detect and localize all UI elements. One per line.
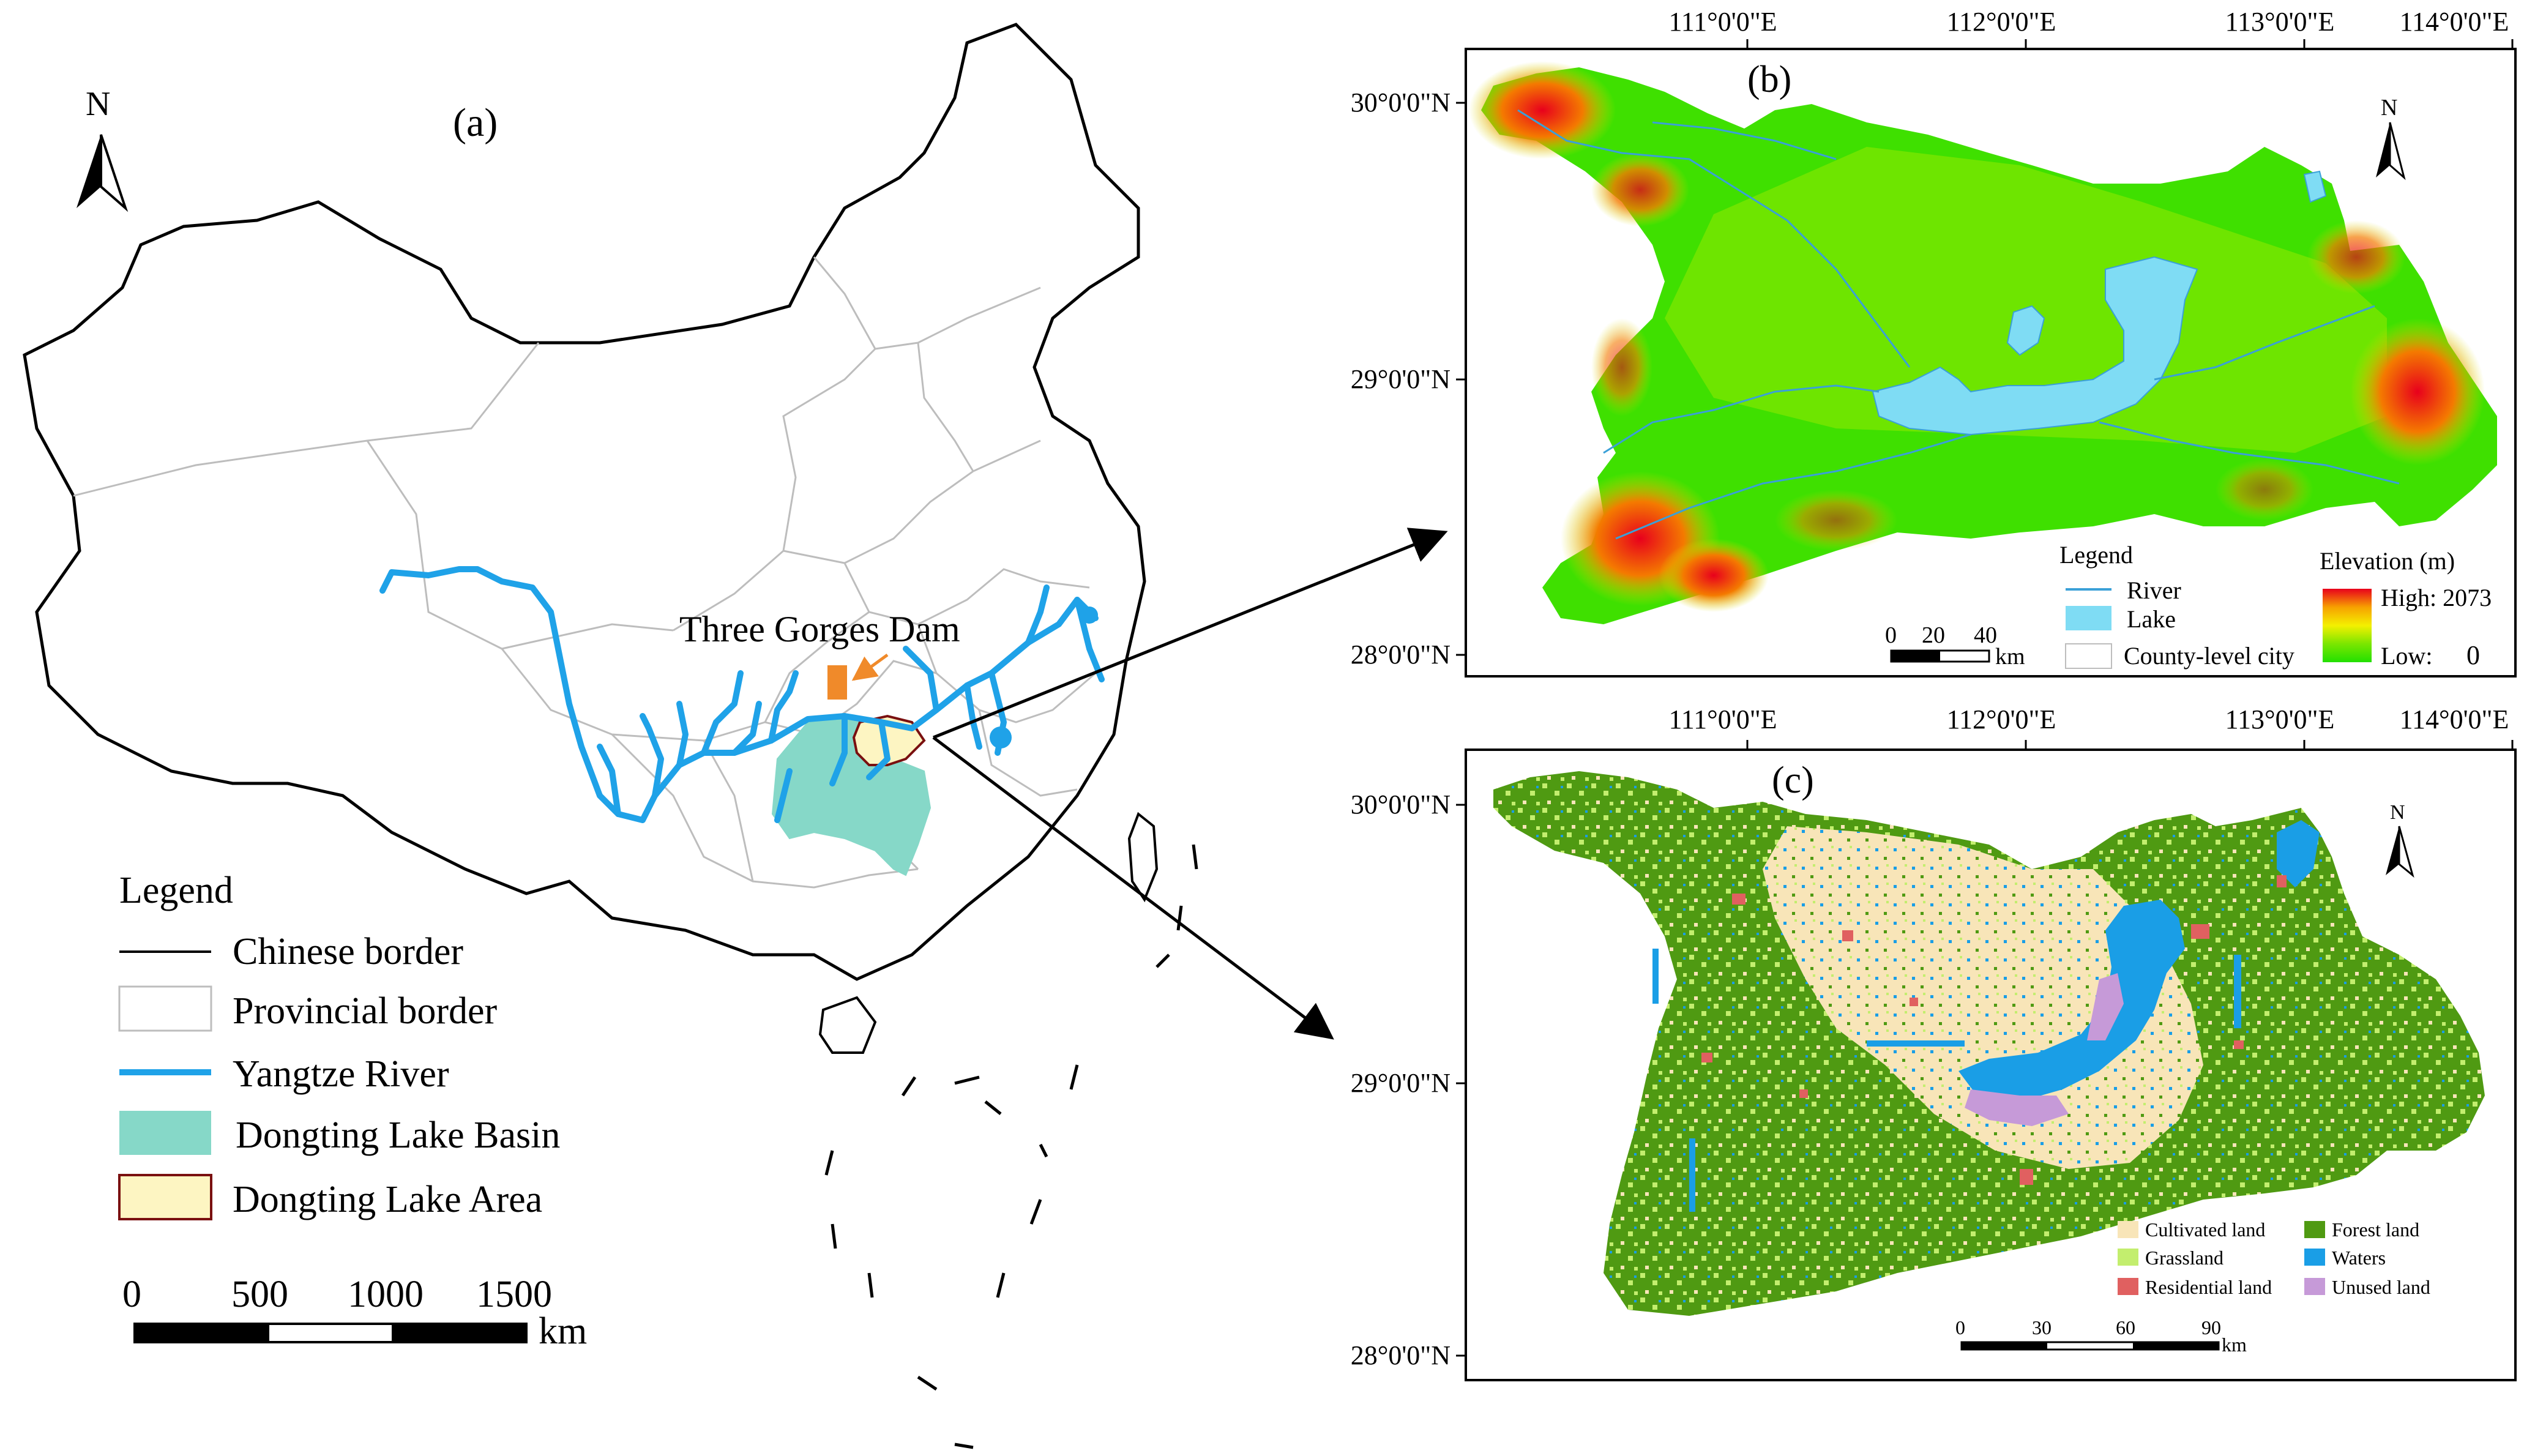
scale-a-tick-1500: 1500 <box>476 1274 552 1315</box>
poyang-lake-marker <box>990 726 1012 749</box>
lat-b-29: 29°0'0"N <box>1351 364 1451 394</box>
panel-c: 111°0'0"E 112°0'0"E 113°0'0"E 114°0'0"E … <box>1351 704 2517 1381</box>
legend-label-yangtze: Yangtze River <box>233 1053 449 1095</box>
scale-bar-c: 0 30 60 90 km <box>1955 1316 2247 1356</box>
legend-label-lake-area: Dongting Lake Area <box>233 1179 542 1220</box>
elevation-high: High: 2073 <box>2381 584 2492 611</box>
south-sea-islands <box>824 844 1198 1449</box>
panel-b-label: (b) <box>1747 59 1791 100</box>
dam-pointer-arrow <box>851 653 889 681</box>
north-label-c: N <box>2390 801 2405 824</box>
scale-a-tick-500: 500 <box>231 1274 288 1315</box>
legend-c-label-forest: Forest land <box>2332 1219 2419 1241</box>
scale-bar-a: 0 500 1000 1500 km <box>122 1274 587 1352</box>
legend-b-label-lake: Lake <box>2127 605 2176 633</box>
legend-c: Cultivated land Forest land Grassland Wa… <box>2118 1219 2430 1298</box>
lon-b-113: 113°0'0"E <box>2225 7 2335 37</box>
legend-symbol-basin <box>119 1111 211 1155</box>
provincial-borders <box>73 256 1096 889</box>
legend-c-swatch-residential <box>2118 1278 2138 1295</box>
legend-b-symbol-lake <box>2066 606 2111 630</box>
panel-b: 111°0'0"E 112°0'0"E 113°0'0"E 114°0'0"E … <box>1351 7 2517 678</box>
rivers-b <box>1517 109 2400 540</box>
lon-b-114: 114°0'0"E <box>2400 7 2509 37</box>
elevation-legend: Elevation (m) High: 2073 Low: 0 <box>2320 547 2492 670</box>
scale-c-tick-0: 0 <box>1955 1316 1965 1338</box>
hainan-island <box>818 996 877 1054</box>
north-arrow-b: N <box>2376 95 2406 181</box>
taihu-lake-marker <box>1081 607 1098 624</box>
north-label-a: N <box>86 85 110 123</box>
scale-a-tick-0: 0 <box>122 1274 141 1315</box>
legend-label-basin: Dongting Lake Basin <box>236 1114 560 1156</box>
lat-c-30: 30°0'0"N <box>1351 790 1451 819</box>
lon-c-111: 111°0'0"E <box>1668 704 1777 734</box>
lakes-b <box>1872 170 2327 436</box>
legend-b: Legend River Lake County-level city <box>2059 541 2294 670</box>
scale-b-tick-20: 20 <box>1922 622 1945 648</box>
lon-c-113: 113°0'0"E <box>2225 704 2335 734</box>
panel-a: (a) N <box>23 23 1448 1449</box>
lat-b-30: 30°0'0"N <box>1351 88 1451 118</box>
lon-b-112: 112°0'0"E <box>1947 7 2056 37</box>
three-gorges-dam-marker <box>827 665 847 700</box>
connector-arrow-b <box>933 528 1448 739</box>
legend-b-label-river: River <box>2127 577 2181 604</box>
dam-label: Three Gorges Dam <box>679 609 960 649</box>
legend-c-label-grassland: Grassland <box>2145 1247 2223 1269</box>
elevation-title: Elevation (m) <box>2320 547 2455 575</box>
north-arrow-a: N <box>77 85 129 212</box>
lat-b-28: 28°0'0"N <box>1351 640 1451 670</box>
north-arrow-c: N <box>2386 801 2414 878</box>
panel-c-label: (c) <box>1772 760 1814 801</box>
legend-label-provincial-border: Provincial border <box>233 990 498 1032</box>
lulc-region <box>1493 771 2485 1316</box>
china-border <box>23 23 1146 981</box>
legend-c-label-waters: Waters <box>2332 1247 2386 1269</box>
legend-b-title: Legend <box>2059 541 2133 569</box>
legend-a: Legend Chinese border Provincial border … <box>118 870 560 1220</box>
legend-c-swatch-grassland <box>2118 1249 2138 1266</box>
legend-label-chinese-border: Chinese border <box>233 931 463 973</box>
legend-c-swatch-waters <box>2304 1249 2325 1266</box>
scale-c-unit: km <box>2222 1334 2247 1356</box>
legend-c-label-residential: Residential land <box>2145 1276 2272 1298</box>
scale-c-tick-90: 90 <box>2201 1316 2221 1338</box>
lon-b-111: 111°0'0"E <box>1668 7 1777 37</box>
lon-c-114: 114°0'0"E <box>2400 704 2509 734</box>
scale-bar-b: 0 20 40 km <box>1885 622 2025 670</box>
scale-c-tick-60: 60 <box>2116 1316 2135 1338</box>
taiwan-island <box>1127 812 1159 903</box>
legend-c-label-unused: Unused land <box>2332 1276 2430 1298</box>
connector-arrow-c <box>932 736 1334 1040</box>
scale-b-unit: km <box>1995 644 2025 670</box>
elevation-color-ramp <box>2323 589 2372 662</box>
legend-symbol-lake-area <box>118 1174 212 1220</box>
lat-c-28: 28°0'0"N <box>1351 1340 1451 1370</box>
dem-region <box>1469 61 2497 624</box>
legend-a-title: Legend <box>119 870 233 911</box>
scale-a-unit: km <box>539 1310 587 1352</box>
elevation-low-value: 0 <box>2466 640 2480 670</box>
legend-b-symbol-county <box>2065 643 2112 669</box>
lon-c-112: 112°0'0"E <box>1947 704 2056 734</box>
lat-c-29: 29°0'0"N <box>1351 1068 1451 1098</box>
panel-a-label: (a) <box>453 100 498 145</box>
scale-c-tick-30: 30 <box>2032 1316 2052 1338</box>
legend-c-swatch-forest <box>2304 1221 2325 1238</box>
scale-b-tick-0: 0 <box>1885 622 1897 648</box>
scale-b-tick-40: 40 <box>1974 622 1997 648</box>
north-label-b: N <box>2381 95 2397 121</box>
legend-c-swatch-unused <box>2304 1278 2325 1295</box>
elevation-low-label: Low: <box>2381 642 2432 670</box>
scale-a-tick-1000: 1000 <box>348 1274 424 1315</box>
legend-b-label-county: County-level city <box>2124 642 2294 670</box>
legend-c-label-cultivated: Cultivated land <box>2145 1219 2265 1241</box>
legend-symbol-provincial-border <box>118 985 212 1032</box>
legend-c-swatch-cultivated <box>2118 1221 2138 1238</box>
